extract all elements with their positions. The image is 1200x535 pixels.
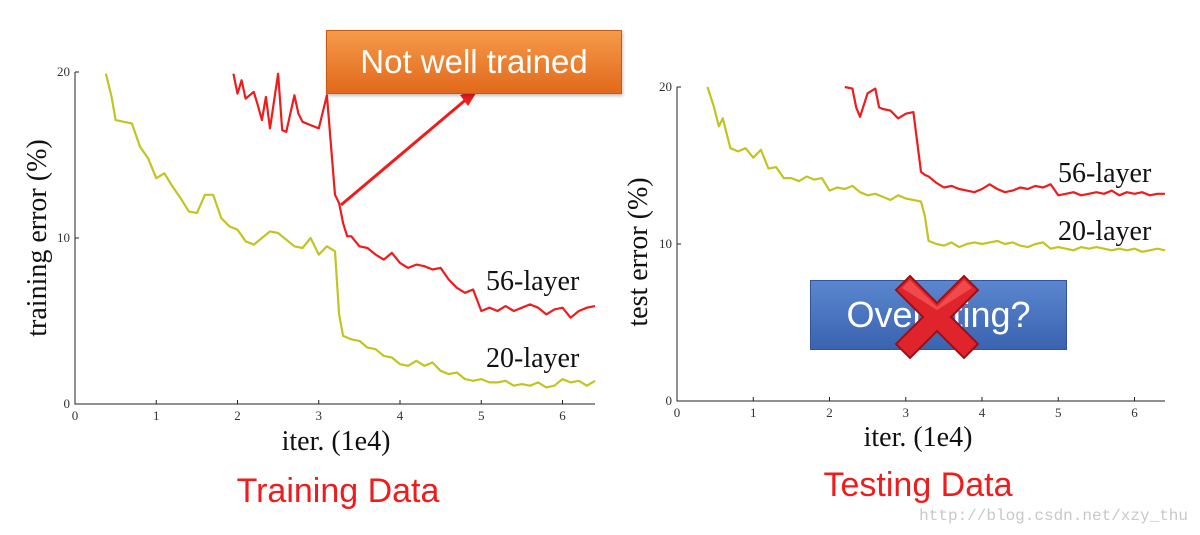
not-well-trained-arrow-head xyxy=(460,90,478,106)
test-x-tick-label: 4 xyxy=(979,405,986,420)
test-x-tick-label: 1 xyxy=(750,405,757,420)
cross-icon xyxy=(894,274,980,360)
training-label-20-layer: 20-layer xyxy=(486,343,580,374)
watermark: http://blog.csdn.net/xzy_thu xyxy=(919,507,1188,525)
testing-data-caption: Testing Data xyxy=(824,466,1013,504)
training-y-tick-label: 0 xyxy=(64,396,71,411)
training-y-axis-title: training error (%) xyxy=(22,139,53,336)
training-x-tick-label: 1 xyxy=(153,408,160,423)
test-x-tick-label: 3 xyxy=(903,405,910,420)
not-well-trained-text: Not well trained xyxy=(360,43,588,80)
training-error-chart: 0 1 2 3 4 5 6 0 10 20 training error (%) iter. (1… xyxy=(22,64,596,457)
test-x-tick-label: 2 xyxy=(826,405,833,420)
test-x-axis-title: iter. (1e4) xyxy=(864,422,973,453)
training-y-tick-label: 10 xyxy=(57,230,70,245)
test-label-56-layer: 56-layer xyxy=(1058,158,1152,189)
test-y-tick-label: 20 xyxy=(659,79,672,94)
not-well-trained-arrow-shaft xyxy=(340,95,470,207)
training-x-tick-label: 2 xyxy=(234,408,241,423)
training-x-tick-label: 6 xyxy=(559,408,566,423)
test-x-tick-label: 6 xyxy=(1131,405,1138,420)
test-ticks: 0 1 2 3 4 5 6 0 10 20 xyxy=(659,79,1138,420)
test-line-56-layer xyxy=(844,85,1165,197)
test-x-tick-label: 0 xyxy=(674,405,681,420)
test-line-20-layer xyxy=(706,86,1166,253)
training-label-56-layer: 56-layer xyxy=(486,266,580,297)
training-x-tick-label: 0 xyxy=(72,408,79,423)
training-x-tick-label: 3 xyxy=(316,408,323,423)
test-x-tick-label: 5 xyxy=(1055,405,1062,420)
training-series-lines xyxy=(104,72,596,389)
training-line-20-layer xyxy=(104,73,596,389)
test-y-tick-label: 10 xyxy=(659,236,672,251)
training-y-tick-label: 20 xyxy=(57,64,70,79)
not-well-trained-callout: Not well trained xyxy=(326,30,622,94)
test-y-tick-label: 0 xyxy=(666,393,673,408)
test-label-20-layer: 20-layer xyxy=(1058,216,1152,247)
training-x-tick-label: 5 xyxy=(478,408,485,423)
training-x-axis-title: iter. (1e4) xyxy=(282,426,391,457)
training-line-56-layer xyxy=(232,72,596,319)
training-data-caption: Training Data xyxy=(237,472,440,510)
training-x-tick-label: 4 xyxy=(397,408,404,423)
test-y-axis-title: test error (%) xyxy=(623,177,654,326)
training-ticks: 0 1 2 3 4 5 6 0 10 20 xyxy=(57,64,566,423)
test-series-lines xyxy=(706,85,1166,253)
